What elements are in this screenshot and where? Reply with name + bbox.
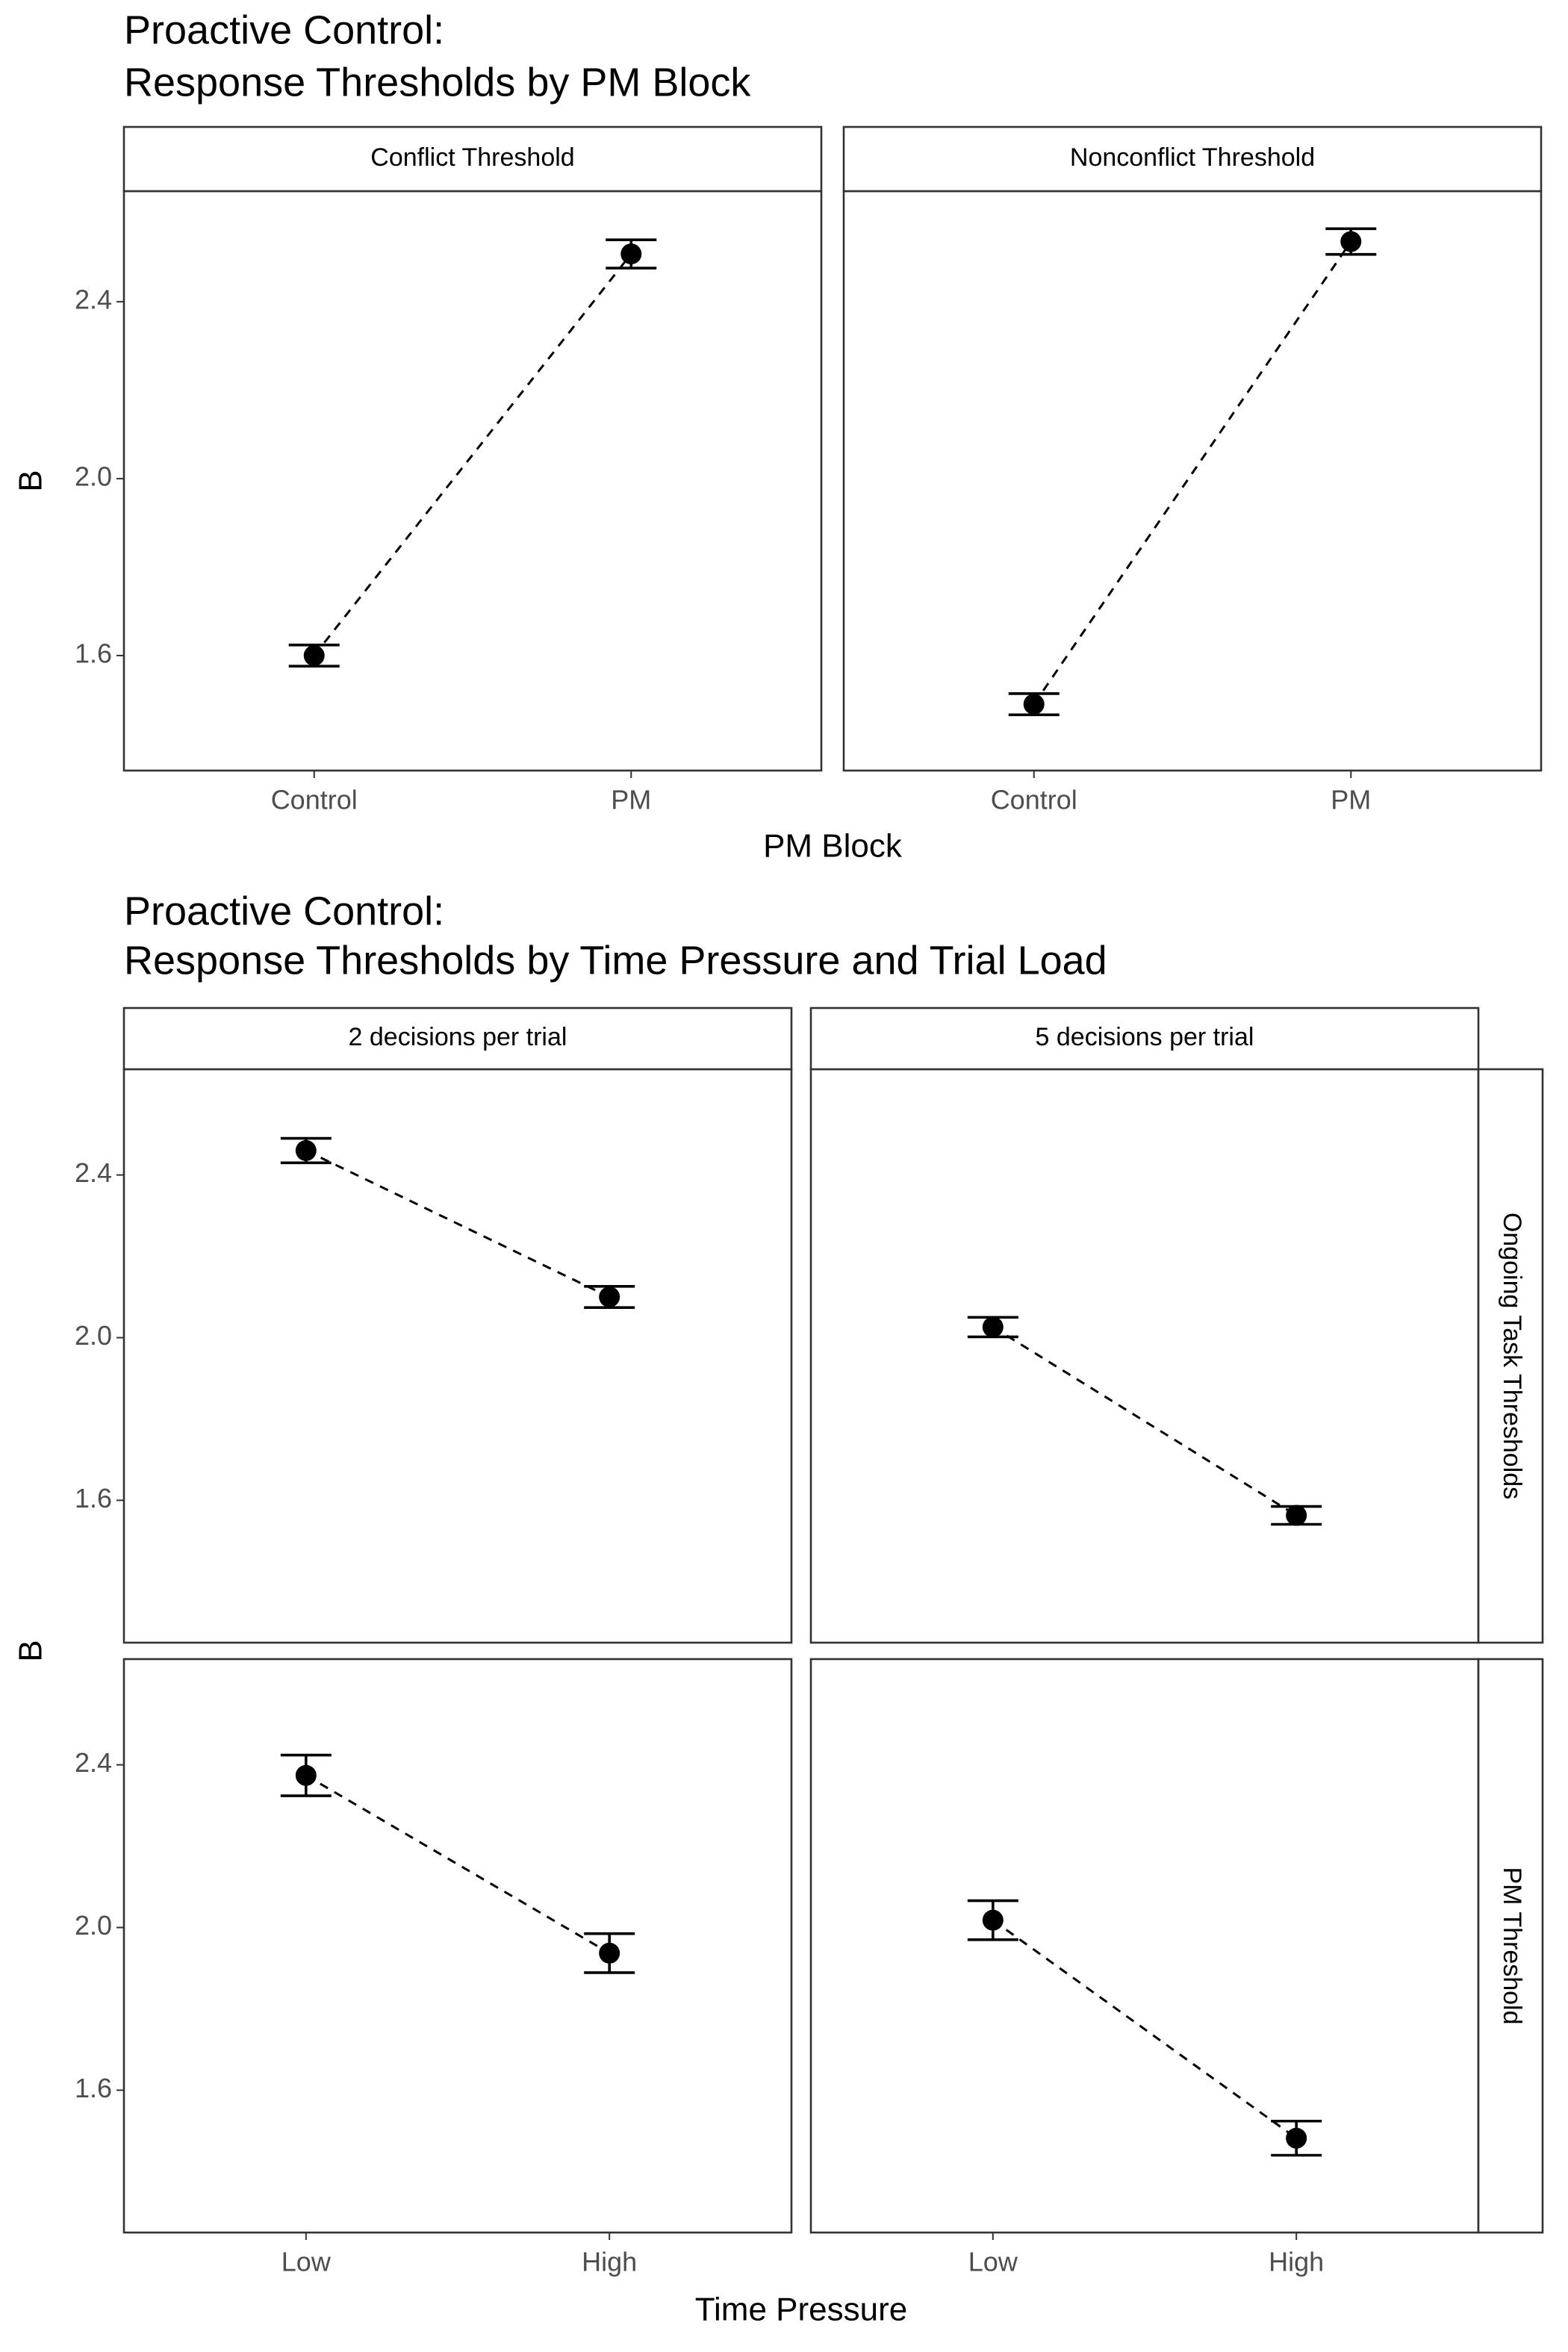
y-tick-label: 2.0 — [75, 1910, 112, 1941]
y-tick-label: 2.0 — [75, 1320, 112, 1351]
row-strip-label: PM Threshold — [1498, 1867, 1526, 2024]
line — [1033, 240, 1352, 705]
point — [599, 1287, 620, 1308]
point — [620, 243, 642, 265]
x-tick-label: PM — [611, 785, 651, 815]
row-strip — [1477, 1068, 1544, 1644]
point — [1340, 231, 1362, 252]
point — [1286, 1505, 1307, 1526]
x-axis-title: PM Block — [763, 828, 903, 865]
x-axis-title: Time Pressure — [695, 2292, 907, 2328]
point — [982, 1316, 1004, 1338]
point — [295, 1139, 317, 1161]
strip — [122, 125, 823, 193]
point — [1023, 694, 1045, 715]
chart-title: Response Thresholds by PM Block — [124, 60, 751, 105]
panel — [809, 1658, 1480, 2234]
line — [305, 1149, 610, 1298]
panel — [122, 190, 823, 772]
strip-label: 2 decisions per trial — [349, 1023, 567, 1051]
strip — [122, 1007, 793, 1071]
x-tick-label: PM — [1331, 785, 1371, 815]
y-tick-label: 1.6 — [75, 1483, 112, 1513]
panel — [809, 1068, 1480, 1644]
y-tick-label: 1.6 — [75, 2073, 112, 2103]
chart-title: Proactive Control: — [124, 7, 444, 52]
point — [1286, 2127, 1307, 2149]
line — [313, 253, 632, 656]
strip — [809, 1007, 1480, 1071]
x-tick-label: Low — [968, 2247, 1018, 2277]
y-axis-title: B — [13, 470, 49, 491]
row-strip-label: Ongoing Task Thresholds — [1498, 1213, 1526, 1499]
x-tick-label: High — [582, 2247, 637, 2277]
panel — [122, 1658, 793, 2234]
x-tick-label: Control — [991, 785, 1077, 815]
strip-label: Nonconflict Threshold — [1070, 143, 1315, 172]
y-tick-label: 1.6 — [75, 638, 112, 669]
y-tick-label: 2.0 — [75, 461, 112, 492]
row-strip — [1477, 1658, 1544, 2234]
y-axis-title: B — [13, 1640, 49, 1661]
point — [303, 644, 325, 666]
line — [992, 1326, 1297, 1516]
strip-label: 5 decisions per trial — [1036, 1023, 1254, 1051]
x-tick-label: High — [1269, 2247, 1324, 2277]
point — [295, 1764, 317, 1786]
x-tick-label: Low — [281, 2247, 332, 2277]
panel — [122, 1068, 793, 1644]
strip-label: Conflict Threshold — [370, 143, 574, 172]
line — [992, 1919, 1298, 2139]
y-tick-label: 2.4 — [75, 1157, 112, 1188]
panel — [842, 190, 1543, 772]
y-tick-label: 2.4 — [75, 1747, 112, 1778]
y-tick-label: 2.4 — [75, 284, 112, 315]
point — [982, 1909, 1004, 1931]
chart-title: Response Thresholds by Time Pressure and… — [124, 938, 1107, 983]
point — [599, 1942, 620, 1964]
strip — [842, 125, 1543, 193]
x-tick-label: Control — [271, 785, 358, 815]
chart-title: Proactive Control: — [124, 889, 444, 933]
